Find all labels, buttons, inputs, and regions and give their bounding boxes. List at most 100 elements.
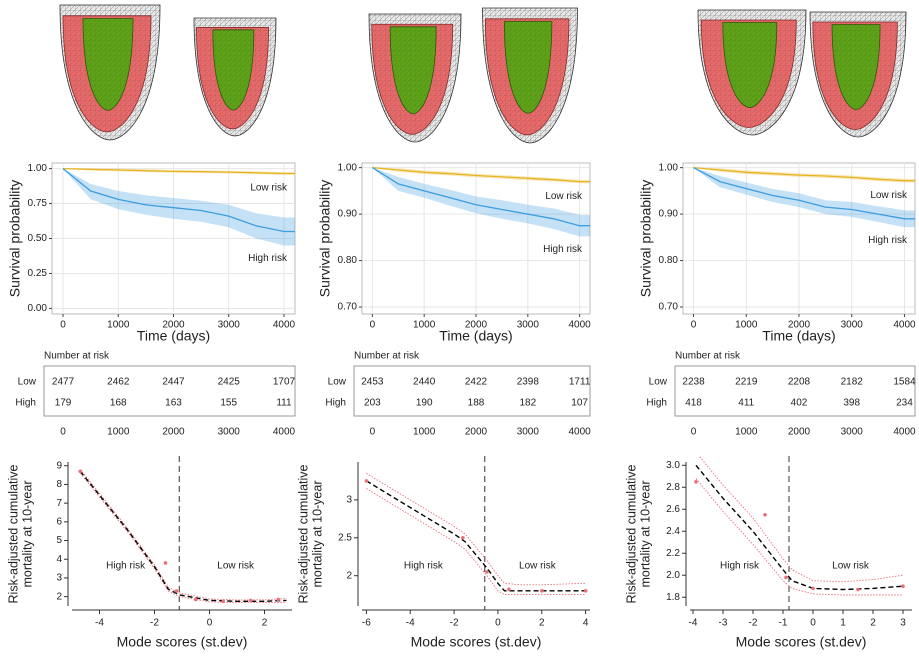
table-cell: 2477 (52, 377, 75, 388)
data-point (163, 561, 168, 565)
x-tick-label: 1000 (413, 320, 436, 331)
fitted-line (366, 480, 586, 592)
table-time: 2000 (465, 427, 488, 438)
data-point (811, 586, 815, 591)
y-tick-label: 2.5 (338, 532, 352, 543)
region-label: High risk (720, 560, 760, 571)
y-tick-label: 0.00 (28, 303, 48, 314)
table-box (353, 365, 591, 417)
x-tick-label: -4 (95, 618, 104, 629)
table-time: 4000 (273, 427, 296, 438)
y-tick-label: 2 (346, 570, 352, 581)
data-point (507, 587, 511, 592)
y-tick-label: 2.0 (666, 570, 680, 581)
confidence-band (372, 167, 590, 237)
y-tick-label: 0.70 (659, 302, 679, 313)
x-tick-label: 0 (207, 618, 213, 629)
table-time: 4000 (569, 427, 592, 438)
table-cell: 1584 (893, 377, 916, 388)
table-cell: 398 (843, 398, 860, 409)
confidence-line (79, 472, 287, 604)
y-tick-label: 9 (56, 460, 62, 471)
table-cell: 179 (55, 398, 72, 409)
survival-line (693, 166, 915, 182)
y-tick-label: 3 (56, 573, 62, 584)
x-tick-label: 1000 (735, 320, 758, 331)
x-tick-label: -4 (406, 618, 415, 629)
region-label: High risk (106, 560, 146, 571)
heart-cavity-mesh (504, 21, 552, 114)
x-tick-label: 4 (583, 618, 589, 629)
confidence-line (695, 478, 903, 596)
table-title: Number at risk (675, 351, 741, 362)
data-point (248, 598, 253, 603)
x-tick-label: 0 (691, 320, 697, 331)
y-tick-label: 0.90 (338, 209, 358, 220)
fitted-line (695, 464, 904, 591)
x-tick-label: 3000 (841, 320, 864, 331)
data-point (539, 589, 544, 593)
fitted-line (79, 470, 287, 602)
table-time: 1000 (107, 427, 130, 438)
table-time: 4000 (893, 427, 916, 438)
row-label: High (325, 398, 346, 409)
table-cell: 2398 (517, 377, 540, 388)
confidence-line (698, 456, 904, 583)
x-tick-label: 1000 (107, 320, 130, 331)
x-tick-label: 4000 (569, 320, 592, 331)
y-axis-title: Survival probability (317, 180, 333, 298)
table-cell: 190 (416, 398, 433, 409)
table-box (674, 365, 916, 417)
table-time: 1000 (413, 427, 436, 438)
y-axis-title: Risk-adjusted cumulative (6, 464, 20, 603)
confidence-line (79, 469, 287, 601)
x-tick-label: 2 (262, 618, 268, 629)
row-label: Low (328, 377, 347, 388)
x-tick-label: 0 (495, 618, 501, 629)
table-cell: 2208 (788, 377, 811, 388)
survival-line (693, 167, 915, 220)
x-tick-label: 2000 (788, 320, 811, 331)
data-point (485, 570, 489, 574)
region-label: Low risk (832, 560, 870, 571)
region-label: High risk (404, 560, 444, 571)
x-axis-title: Mode scores (st.dev) (411, 634, 542, 650)
y-axis-title: Risk-adjusted cumulative (624, 464, 638, 603)
y-tick-label: 0.70 (338, 302, 358, 313)
region-label: Low risk (217, 560, 255, 571)
confidence-band (63, 168, 295, 246)
table-cell: 155 (220, 398, 237, 409)
x-tick-label: -4 (689, 618, 698, 629)
heart-cavity-mesh (83, 18, 133, 111)
table-box (43, 365, 296, 417)
row-label: Low (18, 377, 37, 388)
x-tick-label: 0 (810, 618, 816, 629)
x-tick-label: 1 (840, 618, 846, 629)
x-tick-label: 2 (539, 618, 545, 629)
data-point (276, 597, 281, 602)
table-cell: 2447 (162, 377, 185, 388)
data-point (78, 469, 83, 474)
y-axis-title: Survival probability (638, 180, 654, 298)
heart-renderings (59, 4, 907, 144)
table-time: 2000 (788, 427, 811, 438)
series-label: High risk (868, 235, 908, 246)
y-tick-label: 2.6 (666, 504, 680, 515)
y-tick-label: 6 (56, 516, 62, 527)
series-label: Low risk (250, 183, 288, 194)
y-axis-title: mortality at 10-year (20, 481, 34, 588)
y-tick-label: 0.90 (659, 209, 679, 220)
table-cell: 234 (896, 398, 913, 409)
row-label: Low (649, 377, 668, 388)
row-label: High (15, 398, 36, 409)
x-axis-title: Mode scores (st.dev) (736, 634, 867, 650)
data-point (174, 589, 179, 593)
table-cell: 182 (519, 398, 536, 409)
x-axis-title: Time (days) (762, 328, 835, 344)
data-point (221, 599, 226, 604)
table-time: 0 (60, 427, 66, 438)
x-tick-label: -3 (719, 618, 728, 629)
x-tick-label: 4000 (893, 320, 916, 331)
x-tick-label: 2000 (162, 320, 185, 331)
data-point (784, 575, 788, 580)
